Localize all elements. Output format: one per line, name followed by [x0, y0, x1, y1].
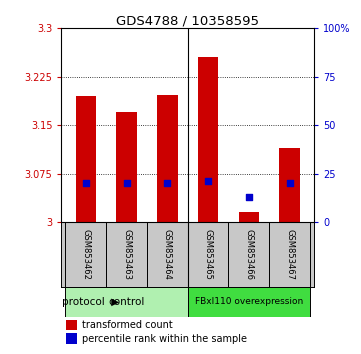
Bar [76, 96, 96, 222]
Bar [106, 222, 147, 287]
Bar [229, 222, 269, 287]
Bar [66, 320, 77, 330]
Bar [279, 148, 300, 222]
Bar [239, 212, 259, 222]
Text: GSM853465: GSM853465 [204, 229, 213, 280]
Text: GSM853462: GSM853462 [81, 229, 90, 280]
Point [83, 181, 89, 186]
Text: control: control [108, 297, 145, 307]
Bar [188, 287, 310, 317]
Bar [198, 57, 218, 222]
Text: GSM853467: GSM853467 [285, 229, 294, 280]
Point [246, 194, 252, 200]
Bar [269, 222, 310, 287]
Text: transformed count: transformed count [82, 320, 172, 330]
Point [287, 181, 292, 186]
Bar [147, 222, 188, 287]
Text: percentile rank within the sample: percentile rank within the sample [82, 334, 247, 344]
Bar [188, 222, 229, 287]
Bar [65, 222, 106, 287]
Text: GSM853466: GSM853466 [244, 229, 253, 280]
Text: protocol  ▶: protocol ▶ [62, 297, 119, 307]
Point [124, 181, 130, 186]
Bar [116, 112, 137, 222]
Bar [66, 333, 77, 344]
Point [165, 181, 170, 186]
Text: FBxl110 overexpression: FBxl110 overexpression [195, 297, 303, 306]
Point [205, 178, 211, 184]
Title: GDS4788 / 10358595: GDS4788 / 10358595 [116, 14, 259, 27]
Bar [157, 95, 178, 222]
Bar [65, 287, 188, 317]
Text: GSM853464: GSM853464 [163, 229, 172, 280]
Text: GSM853463: GSM853463 [122, 229, 131, 280]
